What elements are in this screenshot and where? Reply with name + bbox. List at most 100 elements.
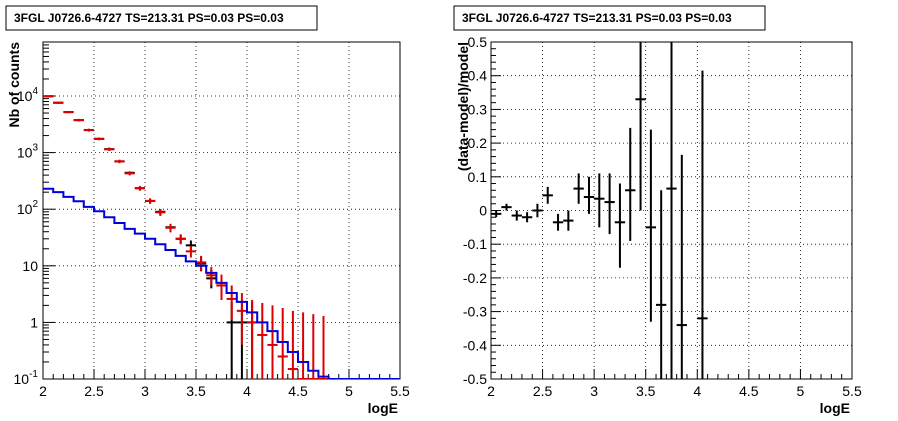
data-point: [73, 118, 84, 122]
x-tick-label: 5: [797, 383, 805, 399]
x-tick-label: 4.5: [739, 383, 759, 399]
y-tick-label: -0.3: [463, 304, 487, 320]
y-tick-base: 10: [17, 88, 33, 104]
data-point: [552, 213, 564, 231]
y-tick-base: 10: [17, 201, 33, 217]
panel-2: 3FGL J0726.6-4727 TS=213.31 PS=0.03 PS=0…: [453, 5, 862, 416]
y-tick-label: -0.1: [463, 236, 487, 252]
y-tick-label: 0.5: [468, 34, 488, 50]
data-point: [318, 315, 329, 379]
data-point: [594, 173, 605, 228]
data-point: [308, 314, 319, 379]
data-point: [277, 307, 288, 379]
panel-1: 3FGL J0726.6-4727 TS=213.31 PS=0.03 PS=0…: [5, 5, 410, 416]
data-point: [614, 183, 626, 268]
data-point: [625, 127, 636, 241]
data-point: [155, 209, 166, 216]
data-point: [697, 70, 708, 379]
y-tick-label: 102: [17, 199, 39, 217]
y-tick-label: 10: [22, 258, 38, 274]
data-point: [656, 190, 667, 379]
data-point: [165, 223, 176, 233]
data-point: [666, 42, 677, 379]
x-axis-label: logE: [820, 400, 850, 416]
data-point: [298, 312, 309, 379]
data-point: [226, 285, 237, 321]
data-point: [124, 171, 135, 176]
title-box: [5, 5, 318, 31]
plot-frame: [42, 41, 401, 380]
x-tick-label: 5.5: [390, 383, 410, 399]
x-tick-label: 4: [243, 383, 251, 399]
y-tick-label: 10-1: [14, 369, 39, 387]
x-tick-label: 4.5: [288, 383, 308, 399]
data-layer: [43, 95, 400, 379]
data-point: [63, 110, 74, 114]
data-point: [521, 212, 533, 223]
x-tick-label: 2: [39, 383, 47, 399]
data-point: [43, 95, 54, 98]
data-layer: [491, 42, 708, 379]
data-point: [635, 42, 646, 211]
data-point: [53, 101, 64, 104]
data-point: [645, 129, 657, 322]
y-tick-label: 0: [479, 203, 487, 219]
data-point: [257, 303, 268, 379]
data-point: [573, 173, 584, 204]
x-tick-label: 5: [345, 383, 353, 399]
x-tick-label: 3.5: [636, 383, 656, 399]
data-point: [216, 274, 227, 300]
data-point: [604, 173, 615, 235]
x-tick-label: 2: [487, 383, 495, 399]
y-tick-label: 1: [30, 314, 38, 330]
y-tick-base: 10: [17, 145, 33, 161]
histogram-line: [43, 187, 400, 379]
data-point: [104, 147, 115, 151]
y-axis-label: (data-model)/model: [455, 42, 471, 171]
data-point: [267, 305, 278, 379]
data-point: [134, 185, 145, 191]
data-point: [563, 210, 574, 231]
data-point: [491, 210, 502, 218]
x-tick-label: 2.5: [533, 383, 553, 399]
y-tick-label: -0.5: [463, 371, 487, 387]
y-tick-label: -0.2: [463, 270, 487, 286]
y-tick-label: 0.2: [468, 135, 488, 151]
data-point: [83, 128, 94, 132]
data-point: [501, 203, 512, 211]
y-tick-label: 104: [17, 86, 39, 104]
title-box: [453, 5, 766, 31]
y-tick-label: -0.4: [463, 337, 487, 353]
data-point: [511, 210, 522, 221]
data-point: [676, 154, 687, 379]
x-tick-label: 3: [141, 383, 149, 399]
y-tick-label: 103: [17, 143, 39, 161]
y-axis-label: Nb of counts: [6, 42, 22, 128]
chart-title: 3FGL J0726.6-4727 TS=213.31 PS=0.03 PS=0…: [14, 11, 284, 25]
x-tick-label: 3: [590, 383, 598, 399]
y-tick-exponent: 2: [32, 199, 38, 210]
y-tick-exponent: 3: [32, 143, 38, 154]
y-tick-base: 10: [14, 371, 30, 387]
data-point: [175, 234, 186, 245]
data-point: [206, 267, 217, 286]
y-tick-label: 0.4: [468, 68, 488, 84]
data-point: [114, 159, 125, 164]
x-tick-label: 4: [693, 383, 701, 399]
x-tick-label: 2.5: [84, 383, 104, 399]
x-axis-label: logE: [368, 400, 398, 416]
y-tick-exponent: 4: [32, 86, 38, 97]
data-point: [583, 176, 595, 214]
data-point: [94, 137, 105, 141]
x-tick-label: 5.5: [842, 383, 862, 399]
data-point: [532, 203, 543, 218]
chart-title: 3FGL J0726.6-4727 TS=213.31 PS=0.03 PS=0…: [462, 11, 732, 25]
data-point: [196, 255, 207, 271]
data-point: [236, 293, 247, 345]
data-point: [542, 186, 553, 204]
y-tick-label: 0.1: [468, 169, 488, 185]
x-tick-label: 3.5: [186, 383, 206, 399]
data-point: [185, 245, 196, 258]
